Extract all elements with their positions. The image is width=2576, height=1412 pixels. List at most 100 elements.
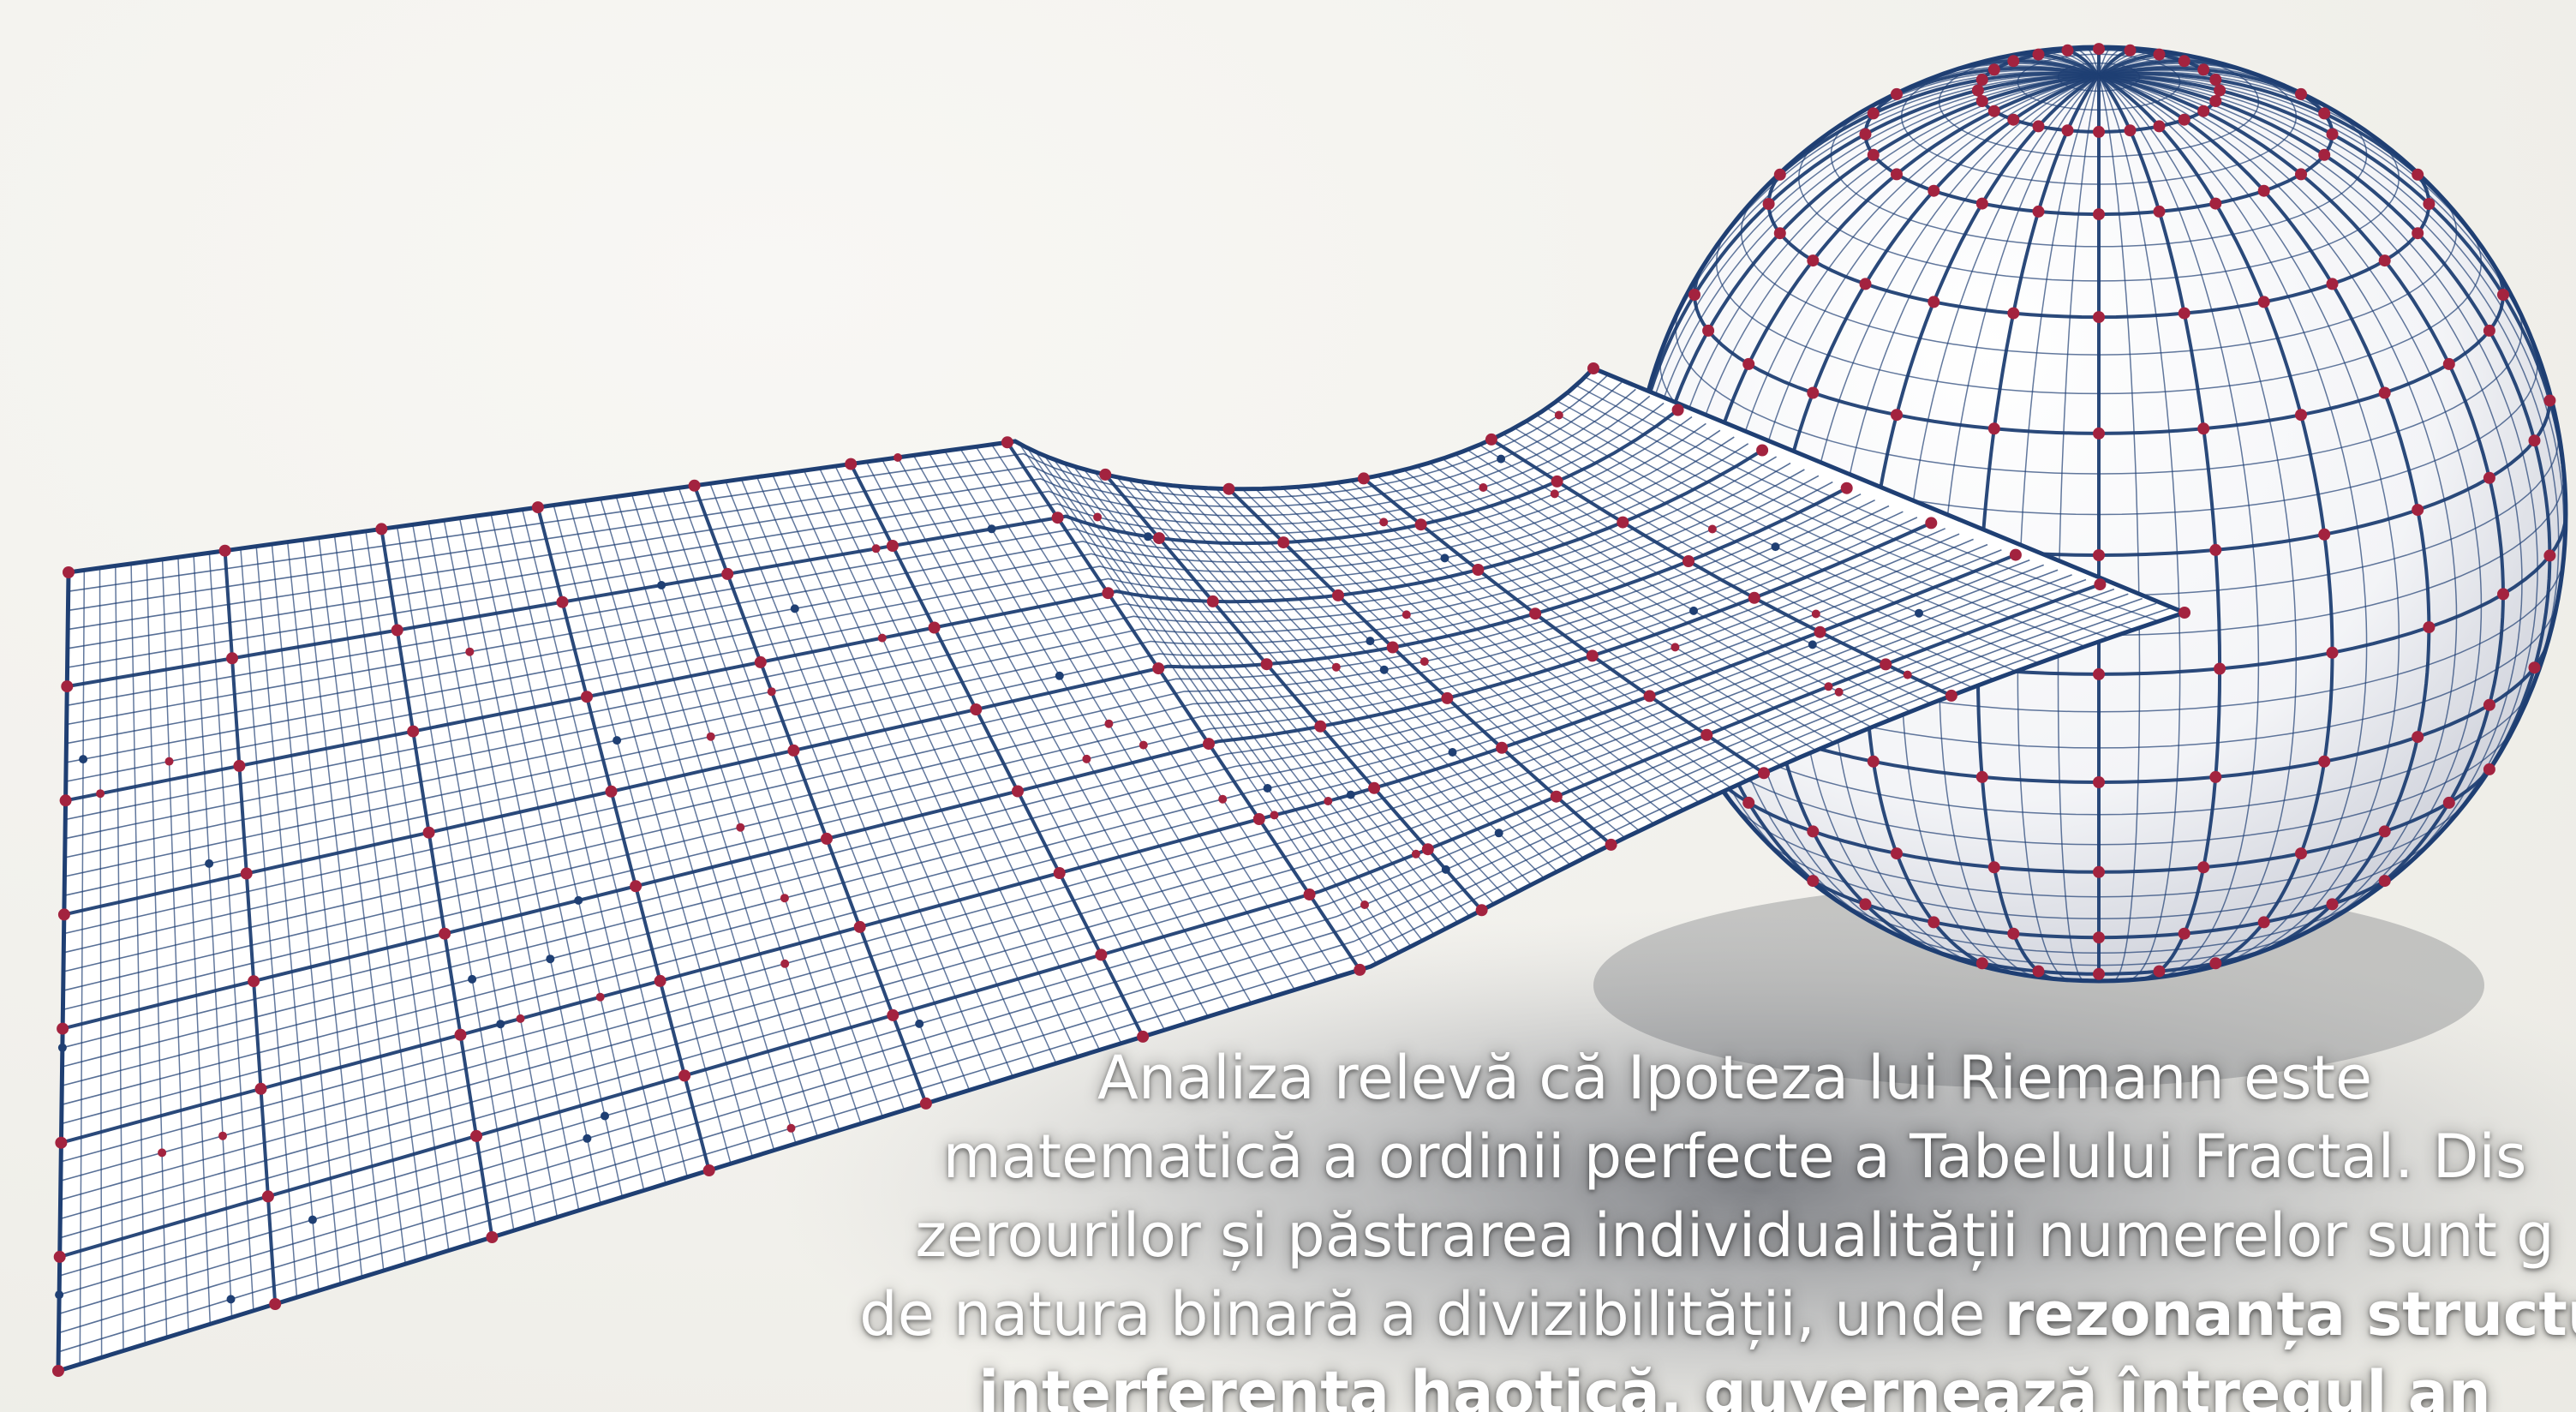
grid-line: [1215, 488, 1598, 853]
node-dot: [1742, 796, 1755, 809]
node-dot: [2378, 254, 2391, 267]
node-dot: [496, 1020, 505, 1029]
grid-line: [1390, 472, 1799, 759]
node-dot: [1742, 357, 1755, 370]
grid-line: [1349, 480, 1748, 781]
grid-sheet-icon: [52, 362, 2191, 1377]
node-dot: [1421, 843, 1434, 856]
caption-line-3: zerourilor și păstrarea individualității…: [915, 1200, 2555, 1271]
grid-line: [631, 494, 840, 1131]
node-dot: [2209, 95, 2222, 107]
node-dot: [1587, 362, 1599, 374]
grid-line: [1139, 481, 1520, 892]
sphere-grid-line: [2097, 74, 2222, 981]
grid-line: [475, 516, 624, 1198]
node-dot: [821, 832, 833, 845]
grid-line: [1442, 458, 1873, 728]
grid-line: [490, 513, 645, 1191]
grid-line: [99, 567, 103, 1358]
node-dot: [2093, 208, 2105, 221]
node-dot: [52, 1365, 64, 1377]
node-dot: [205, 859, 214, 868]
grid-line: [115, 565, 124, 1351]
grid-line: [600, 498, 797, 1144]
node-dot: [2326, 898, 2339, 911]
node-dot: [2007, 55, 2020, 68]
node-dot: [61, 680, 74, 693]
grid-line: [1282, 487, 1670, 817]
node-dot: [1550, 790, 1563, 803]
node-dot: [1206, 595, 1219, 607]
node-dot: [894, 453, 902, 462]
node-dot: [1671, 643, 1680, 652]
node-dot: [787, 744, 800, 757]
node-dot: [702, 1164, 715, 1176]
sphere-grid-line: [1725, 71, 2100, 233]
grid-line: [1093, 471, 1471, 918]
node-dot: [1440, 553, 1449, 563]
node-dot: [605, 785, 618, 798]
node-dot: [468, 974, 477, 984]
node-dot: [1104, 719, 1114, 728]
node-dot: [1529, 607, 1542, 620]
node-dot: [2093, 549, 2105, 561]
node-dot: [1617, 516, 1629, 529]
node-dot: [2483, 471, 2495, 484]
grid-line: [1416, 465, 1835, 744]
node-dot: [2483, 763, 2495, 775]
node-dot: [1324, 797, 1333, 805]
grid-line: [1566, 392, 2110, 639]
node-dot: [595, 992, 605, 1002]
node-dot: [1814, 625, 1826, 638]
node-dot: [1891, 87, 1903, 100]
node-dot: [1702, 324, 1715, 337]
sphere-grid-line: [2098, 71, 2472, 233]
sphere-grid-line: [2098, 75, 2141, 981]
node-dot: [2483, 698, 2495, 711]
grid-line: [647, 492, 862, 1124]
node-dot: [1472, 564, 1485, 576]
node-dot: [164, 757, 174, 766]
node-dot: [1756, 444, 1769, 457]
sphere-grid-line: [2098, 75, 2368, 969]
node-dot: [2153, 205, 2166, 218]
node-dot: [1095, 948, 1108, 961]
caption-text: Analiza relevă că Ipoteza lui Riemann es…: [857, 1038, 2576, 1412]
grid-line: [1083, 469, 1459, 924]
node-dot: [736, 823, 745, 832]
node-dot: [1441, 691, 1454, 704]
grid-line: [1241, 488, 1626, 839]
node-dot: [1915, 608, 1923, 618]
node-dot: [465, 647, 475, 656]
grid-line: [692, 485, 928, 1104]
node-dot: [1270, 811, 1279, 820]
node-dot: [1808, 640, 1817, 649]
grid-line: [208, 553, 254, 1311]
node-dot: [486, 1231, 499, 1243]
caption-line-4: de natura binară a divizibilității, unde…: [857, 1275, 2576, 1354]
grid-line: [1163, 484, 1545, 879]
node-dot: [1496, 741, 1509, 754]
grid-line: [1336, 482, 1731, 789]
node-dot: [1811, 609, 1820, 619]
grid-line: [521, 509, 689, 1177]
node-dot: [2257, 184, 2270, 197]
node-dot: [2093, 967, 2105, 980]
node-dot: [1586, 649, 1599, 662]
node-dot: [1880, 658, 1892, 671]
node-dot: [2197, 105, 2210, 117]
grid-line: [990, 444, 1339, 978]
node-dot: [1093, 512, 1103, 522]
node-dot: [1682, 555, 1694, 567]
node-dot: [1055, 671, 1064, 680]
node-dot: [1971, 84, 1984, 97]
grid-line: [1429, 462, 1853, 736]
grid-line: [1053, 458, 1423, 942]
node-dot: [308, 1215, 317, 1224]
node-dot: [1277, 536, 1290, 549]
node-dot: [1987, 861, 2000, 874]
node-dot: [2412, 504, 2424, 517]
sphere-grid-line: [2098, 47, 2113, 76]
node-dot: [1700, 728, 1713, 741]
